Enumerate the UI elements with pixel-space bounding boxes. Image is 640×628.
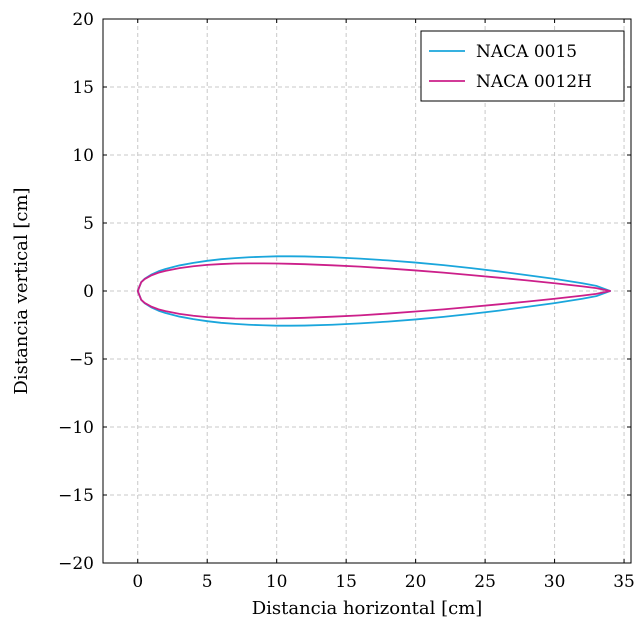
y-tick-label: 0 [83,282,94,302]
x-tick-label: 35 [613,572,635,592]
legend-label-naca-0012h: NACA 0012H [476,72,592,92]
series-line-naca-0012h [136,262,612,320]
y-tick-label: −10 [58,418,94,438]
x-tick-label: 5 [202,572,213,592]
legend: NACA 0015 NACA 0012H [420,30,625,102]
y-tick-label: −15 [58,486,94,506]
tick-labels: 0 5 10 15 20 25 30 35 −20 −15 −10 −5 0 5 10 15 20 [58,10,635,592]
legend-label-naca-0015: NACA 0015 [476,42,577,62]
y-tick-label: 15 [72,78,94,98]
x-tick-label: 0 [132,572,143,592]
y-tick-label: 5 [83,214,94,234]
series-lines [136,255,612,327]
x-tick-label: 10 [266,572,288,592]
x-tick-label: 15 [335,572,357,592]
y-tick-label: 20 [72,10,94,30]
y-tick-label: −5 [69,350,94,370]
x-axis-label: Distancia horizontal [cm] [252,598,483,619]
legend-box [420,30,625,102]
x-tick-label: 20 [405,572,427,592]
y-tick-label: −20 [58,554,94,574]
y-axis-label: Distancia vertical [cm] [11,187,32,394]
x-tick-label: 30 [544,572,566,592]
y-tick-label: 10 [72,146,94,166]
axis-ticks [103,18,631,564]
x-tick-label: 25 [474,572,496,592]
